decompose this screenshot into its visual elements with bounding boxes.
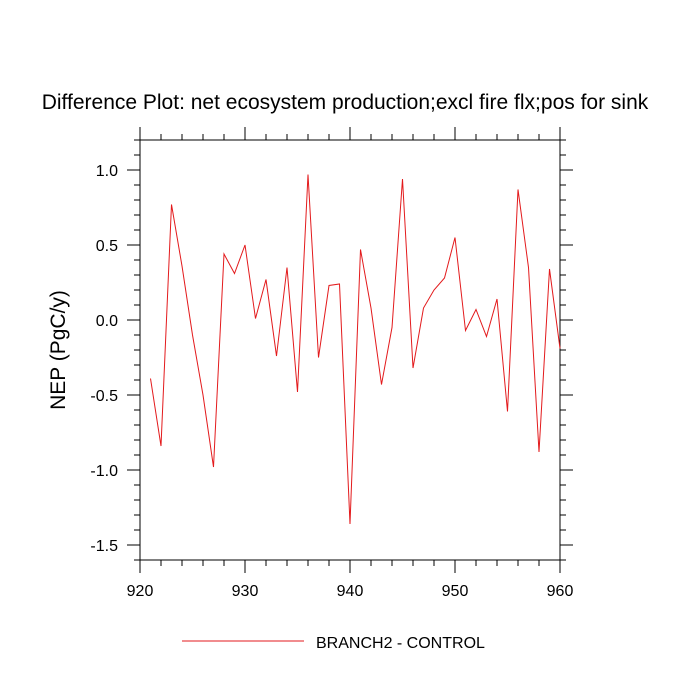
x-tick-label: 950	[442, 583, 469, 600]
y-axis: -1.5 -1.0 -0.5 0.0 0.5 1.0	[90, 163, 573, 555]
y-axis-label: NEP (PgC/y)	[47, 290, 70, 410]
minor-ticks	[134, 134, 566, 566]
x-tick-label: 940	[337, 583, 364, 600]
plot-frame	[139, 139, 561, 561]
series-group	[150, 174, 561, 525]
chart-title: Difference Plot: net ecosystem productio…	[42, 91, 649, 114]
x-tick-label: 930	[232, 583, 259, 600]
y-tick-label: 0.5	[96, 238, 118, 255]
y-tick-label: -0.5	[90, 388, 118, 405]
x-tick-label: 920	[127, 583, 154, 600]
legend-label: BRANCH2 - CONTROL	[316, 635, 485, 652]
y-tick-label: 1.0	[96, 163, 118, 180]
legend: BRANCH2 - CONTROL	[182, 635, 485, 652]
x-tick-label: 960	[547, 583, 574, 600]
y-tick-label: -1.0	[90, 463, 118, 480]
y-tick-label: -1.5	[90, 538, 118, 555]
series-line	[150, 174, 561, 525]
y-tick-label: 0.0	[96, 313, 118, 330]
x-axis: 920 930 940 950 960	[127, 127, 574, 600]
